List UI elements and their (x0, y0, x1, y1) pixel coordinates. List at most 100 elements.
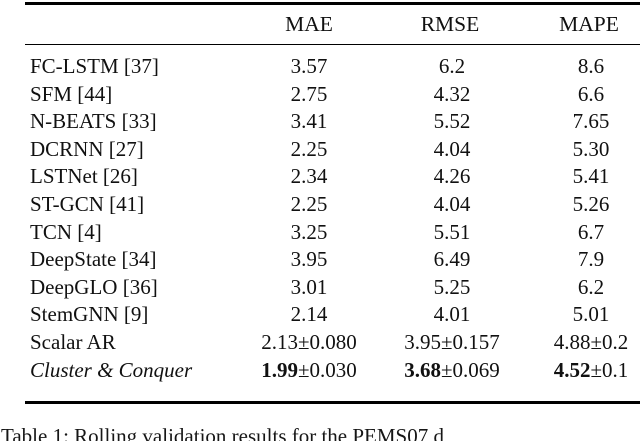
cell-uncertainty: ±0.030 (297, 357, 357, 382)
cell-rmse: 6.49 (434, 246, 471, 274)
cell-mape: 5.30 (573, 136, 610, 164)
cell-mape: 8.6 (578, 53, 604, 81)
cell-value: 6.6 (577, 81, 605, 106)
cell-value: 3.01 (290, 274, 328, 299)
table-bottom-rule (25, 401, 640, 404)
cell-value: 4.52 (553, 357, 591, 382)
column-header-mae: MAE (285, 12, 333, 36)
cell-value: 5.52 (433, 109, 471, 134)
cell-value: 5.51 (433, 219, 471, 244)
cell-mae: 2.75 (291, 81, 328, 109)
cell-value: 1.99 (261, 357, 298, 382)
cell-value: 4.04 (433, 191, 471, 216)
cell-value: 3.41 (290, 109, 328, 134)
cell-value: 2.34 (290, 164, 328, 189)
cell-mape: 4.88±0.2 (554, 329, 629, 357)
row-label: Scalar AR (30, 329, 116, 354)
cell-value: 2.14 (290, 302, 328, 327)
cell-value: 3.95 (290, 247, 328, 272)
row-label: StemGNN [9] (30, 302, 149, 327)
cell-value: 2.25 (290, 136, 328, 161)
cell-value: 7.65 (572, 109, 610, 134)
cell-uncertainty: ±0.069 (440, 357, 500, 382)
cell-value: 2.75 (290, 81, 328, 106)
cell-rmse: 4.04 (434, 191, 471, 219)
column-header-rmse: RMSE (420, 12, 480, 36)
table-caption: Table 1: Rolling validation results for … (1, 424, 444, 441)
table-row: ST-GCN [41] 2.25 4.04 5.26 (0, 191, 640, 219)
row-label: N-BEATS [33] (30, 109, 157, 134)
cell-mape: 5.26 (573, 191, 610, 219)
row-label: ST-GCN [41] (30, 191, 145, 216)
cell-uncertainty: ±0.1 (590, 357, 629, 382)
cell-value: 6.2 (577, 274, 605, 299)
cell-mae: 1.99±0.030 (261, 357, 357, 385)
table-header-row: MAE RMSE MAPE (0, 10, 640, 38)
row-label: DCRNN [27] (30, 136, 144, 161)
cell-mae: 3.25 (291, 219, 328, 247)
table-row: Cluster & Conquer 1.99±0.030 3.68±0.069 4.5… (0, 357, 640, 385)
cell-uncertainty: ±0.080 (297, 329, 357, 354)
cell-mae: 3.57 (291, 53, 328, 81)
cell-rmse: 5.25 (434, 274, 471, 302)
cell-value: 2.25 (290, 191, 328, 216)
table-row: StemGNN [9] 2.14 4.01 5.01 (0, 301, 640, 329)
cell-mae: 3.95 (291, 246, 328, 274)
cell-value: 2.13 (261, 329, 298, 354)
cell-mape: 5.41 (573, 163, 610, 191)
cell-mae: 2.25 (291, 191, 328, 219)
cell-mae: 3.41 (291, 108, 328, 136)
table-header-rule (25, 43, 640, 45)
cell-mape: 7.9 (578, 246, 604, 274)
cell-value: 6.7 (577, 219, 605, 244)
table-row: LSTNet [26] 2.34 4.26 5.41 (0, 163, 640, 191)
cell-rmse: 4.32 (434, 81, 471, 109)
cell-value: 3.25 (290, 219, 328, 244)
column-header-mape: MAPE (559, 12, 619, 36)
cell-mape: 5.01 (573, 301, 610, 329)
row-label: TCN [4] (30, 219, 102, 244)
cell-value: 4.88 (553, 329, 591, 354)
cell-value: 4.32 (433, 81, 471, 106)
cell-uncertainty: ±0.2 (590, 329, 629, 354)
cell-value: 5.01 (572, 302, 610, 327)
cell-mae: 2.34 (291, 163, 328, 191)
cell-value: 4.01 (433, 302, 471, 327)
cell-value: 6.2 (438, 54, 466, 78)
cell-value: 3.57 (290, 54, 328, 78)
cell-rmse: 4.04 (434, 136, 471, 164)
cell-value: 4.26 (433, 164, 471, 189)
cell-rmse: 3.95±0.157 (404, 329, 500, 357)
table-row: DeepGLO [36] 3.01 5.25 6.2 (0, 274, 640, 302)
cell-value: 3.95 (404, 329, 441, 354)
cell-rmse: 4.26 (434, 163, 471, 191)
row-label: Cluster & Conquer (30, 357, 193, 382)
cell-mae: 2.14 (291, 301, 328, 329)
table-row: FC-LSTM [37] 3.57 6.2 8.6 (0, 53, 640, 81)
cell-mape: 6.6 (578, 81, 604, 109)
cell-value: 5.26 (572, 191, 610, 216)
table-row: N-BEATS [33] 3.41 5.52 7.65 (0, 108, 640, 136)
row-label: FC-LSTM [37] (30, 54, 159, 78)
cell-mape: 7.65 (573, 108, 610, 136)
cell-mae: 2.25 (291, 136, 328, 164)
table-row: Scalar AR 2.13±0.080 3.95±0.157 4.88±0.2 (0, 329, 640, 357)
row-label: DeepState [34] (30, 247, 157, 272)
row-label: DeepGLO [36] (30, 274, 158, 299)
cell-mape: 4.52±0.1 (554, 357, 629, 385)
cell-value: 7.9 (577, 247, 605, 272)
cell-value: 8.6 (577, 54, 605, 78)
table-top-rule (25, 2, 640, 5)
cell-value: 5.30 (572, 136, 610, 161)
cell-value: 6.49 (433, 247, 471, 272)
table-row: TCN [4] 3.25 5.51 6.7 (0, 219, 640, 247)
cell-mae: 2.13±0.080 (261, 329, 357, 357)
cell-rmse: 3.68±0.069 (404, 357, 500, 385)
row-label: LSTNet [26] (30, 164, 138, 189)
cell-mape: 6.2 (578, 274, 604, 302)
cell-rmse: 4.01 (434, 301, 471, 329)
row-label: SFM [44] (30, 81, 113, 106)
table-row: DeepState [34] 3.95 6.49 7.9 (0, 246, 640, 274)
table-body: FC-LSTM [37] 3.57 6.2 8.6 SFM [44] 2.75 4.32 6.… (0, 53, 640, 384)
